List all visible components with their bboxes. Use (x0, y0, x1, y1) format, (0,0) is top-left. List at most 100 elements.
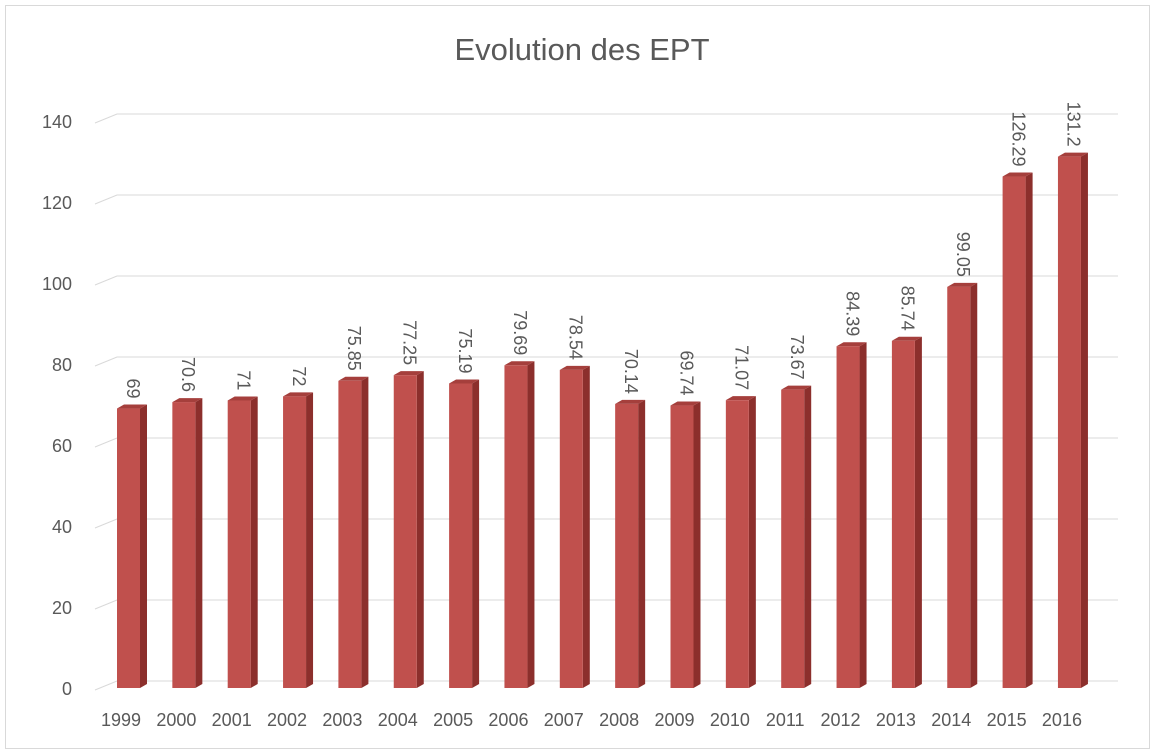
bar-top (283, 392, 314, 397)
x-tick-label: 2009 (654, 710, 694, 730)
y-tick-label: 40 (52, 517, 72, 537)
bar (227, 400, 251, 688)
bar-side (472, 379, 480, 688)
bar-side (1025, 172, 1033, 688)
bar (283, 396, 307, 688)
grid-line (94, 113, 1118, 124)
x-tick-label: 2004 (378, 710, 418, 730)
bar-side (250, 396, 258, 688)
bar-side (140, 404, 147, 688)
bar-top (393, 371, 424, 376)
data-label: 70.14 (621, 349, 641, 394)
data-label: 78.54 (566, 315, 586, 360)
bar-top (338, 376, 369, 381)
bar (891, 340, 915, 688)
bar (725, 400, 749, 688)
data-label: 79.69 (510, 310, 530, 355)
data-label: 126.29 (1008, 111, 1028, 166)
bar-side (859, 342, 867, 688)
bar-top (559, 365, 590, 370)
bar (172, 402, 196, 688)
data-label: 75.85 (344, 326, 364, 371)
data-label: 75.19 (455, 328, 475, 373)
bar (1002, 176, 1026, 688)
x-tick-label: 2016 (1042, 710, 1082, 730)
x-tick-label: 1999 (101, 710, 141, 730)
x-tick-label: 2007 (544, 710, 584, 730)
data-label: 72 (289, 366, 309, 386)
x-tick-label: 2008 (599, 710, 639, 730)
bar-top (227, 396, 258, 401)
y-tick-label: 20 (52, 598, 72, 618)
bar-top (117, 404, 147, 409)
y-tick-label: 140 (42, 112, 72, 132)
bar-top (172, 398, 203, 403)
bar-side (748, 396, 756, 688)
data-label: 70.6 (178, 357, 198, 392)
data-label: 131.2 (1064, 102, 1084, 147)
y-tick-label: 60 (52, 436, 72, 456)
bar (338, 380, 362, 688)
bar-top (615, 399, 646, 404)
bar (1057, 156, 1081, 688)
x-tick-label: 2015 (987, 710, 1027, 730)
x-tick-label: 2012 (821, 710, 861, 730)
bar-side (527, 361, 535, 688)
data-label: 99.05 (953, 232, 973, 277)
bar-side (361, 376, 369, 688)
bar-side (306, 392, 314, 688)
bar (836, 346, 860, 688)
bar-top (781, 385, 812, 390)
x-tick-label: 2010 (710, 710, 750, 730)
bar-side (970, 282, 978, 688)
data-label: 71.07 (732, 345, 752, 390)
bar-top (891, 336, 922, 341)
y-tick-label: 80 (52, 355, 72, 375)
x-tick-label: 2002 (267, 710, 307, 730)
grid-line (94, 275, 1118, 286)
data-label: 85.74 (898, 286, 918, 331)
bar-top (670, 401, 701, 406)
data-label: 71 (233, 370, 253, 390)
bar-top (449, 379, 480, 384)
bar (559, 369, 583, 688)
bar (670, 405, 694, 688)
bar (504, 365, 528, 688)
grid-line (94, 194, 1118, 205)
bar-side (195, 398, 203, 688)
bar-side (638, 399, 646, 688)
x-tick-label: 2014 (931, 710, 971, 730)
bar-top (725, 396, 756, 401)
data-label: 84.39 (842, 291, 862, 336)
bar-top (504, 361, 535, 366)
grid-line (94, 356, 1118, 367)
bar (117, 408, 140, 688)
bar-top (836, 342, 867, 347)
x-tick-label: 2011 (766, 710, 805, 730)
bar (781, 389, 805, 688)
data-label: 73.67 (787, 335, 807, 380)
y-tick-label: 0 (62, 679, 72, 699)
x-tick-label: 2005 (433, 710, 473, 730)
data-label: 77.25 (400, 320, 420, 365)
data-label: 69.74 (676, 351, 696, 396)
chart-title: Evolution des EPT (454, 32, 709, 67)
bar-side (1080, 152, 1088, 688)
bar-side (416, 371, 424, 688)
bar-side (693, 401, 701, 688)
x-tick-label: 2001 (212, 710, 252, 730)
bar (615, 403, 639, 688)
bar-side (914, 336, 922, 688)
bar (449, 383, 473, 688)
bar (393, 375, 417, 688)
y-tick-label: 120 (42, 193, 72, 213)
x-tick-label: 2003 (322, 710, 362, 730)
data-label: 69 (123, 379, 143, 399)
bar-top (1057, 152, 1088, 157)
bar-top (1002, 172, 1033, 177)
y-tick-label: 100 (42, 274, 72, 294)
bar (947, 286, 971, 688)
bar-side (582, 365, 590, 688)
bar-top (947, 282, 978, 287)
